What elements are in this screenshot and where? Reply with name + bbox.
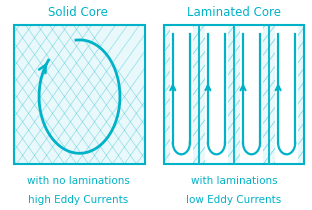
Text: high Eddy Currents: high Eddy Currents — [28, 195, 128, 205]
Text: Laminated Core: Laminated Core — [187, 6, 281, 19]
Bar — [164, 25, 304, 164]
Text: with laminations: with laminations — [191, 176, 277, 186]
Bar — [14, 25, 145, 164]
Text: Solid Core: Solid Core — [48, 6, 108, 19]
Bar — [240, 25, 263, 164]
Bar — [205, 25, 228, 164]
Bar — [14, 25, 145, 164]
Bar — [170, 25, 193, 164]
Bar — [164, 25, 304, 164]
Text: with no laminations: with no laminations — [27, 176, 129, 186]
Text: low Eddy Currents: low Eddy Currents — [186, 195, 282, 205]
Bar — [275, 25, 298, 164]
Bar — [14, 25, 145, 164]
